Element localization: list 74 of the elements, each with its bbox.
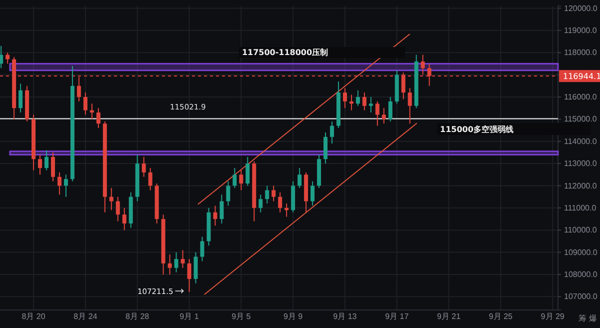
ref-line-label: 116944.1 — [563, 72, 600, 82]
candlestick — [83, 92, 88, 116]
candlestick — [180, 250, 185, 268]
candlestick — [272, 185, 276, 202]
candlestick — [109, 187, 114, 211]
candlestick — [18, 83, 23, 114]
candlestick — [213, 205, 218, 226]
candlestick — [50, 152, 55, 182]
candlestick — [142, 156, 146, 178]
candlestick — [64, 174, 68, 198]
x-tick-label: 9月 9 — [283, 312, 304, 321]
x-tick-label: 9月 21 — [436, 312, 462, 321]
candlestick — [278, 192, 282, 213]
x-tick-label: 9月 1 — [180, 312, 200, 321]
candlestick — [258, 194, 263, 213]
candlestick — [382, 108, 386, 124]
candlestick — [168, 254, 172, 275]
x-tick-label: 8月 24 — [74, 312, 98, 321]
candlestick — [298, 167, 302, 188]
candlestick — [116, 196, 120, 222]
annotation: 115000多空强弱线 — [440, 124, 514, 134]
y-tick-label: 112000.0 — [564, 181, 598, 190]
candlestick — [368, 96, 373, 114]
candlestick — [232, 167, 237, 188]
candlestick — [194, 252, 198, 284]
y-tick-label: 116000.0 — [564, 92, 598, 102]
y-tick-label: 109000.0 — [564, 248, 598, 257]
candlestick — [401, 72, 406, 100]
text: 筹 爆 — [578, 314, 597, 323]
label-box: 117500-118000压制 — [238, 47, 406, 58]
candlestick — [375, 100, 380, 126]
y-tick-label: 115000.0 — [564, 114, 598, 124]
y-tick-label: 107000.0 — [564, 292, 598, 302]
candlestick — [388, 96, 392, 122]
x-tick-label: 8月 28 — [126, 312, 150, 321]
x-tick-label: 9月 13 — [333, 312, 358, 321]
candlestick — [220, 194, 224, 224]
candlestick — [0, 45, 4, 69]
candlestick — [148, 167, 152, 191]
candlestick — [246, 156, 250, 186]
annotation: 117500-118000压制 — [242, 48, 328, 57]
candlestick — [226, 180, 230, 206]
candlestick — [200, 236, 204, 262]
x-tick-label: 9月 29 — [540, 312, 565, 321]
x-tick-label: 9月 25 — [488, 312, 514, 321]
candlestick — [96, 108, 100, 129]
candlestick — [310, 180, 315, 206]
candlestick — [356, 90, 360, 106]
candlestick — [38, 154, 42, 176]
candlestick — [239, 170, 244, 191]
x-tick-label: 8月 20 — [22, 312, 46, 321]
candlestick — [174, 252, 178, 273]
y-tick-label: 119000.0 — [564, 26, 598, 35]
y-tick-label: 111000.0 — [564, 203, 597, 212]
y-tick-label: 113000.0 — [564, 159, 598, 168]
candlestick — [265, 185, 270, 204]
y-tick-label: 120000.0 — [564, 4, 598, 13]
candlestick — [122, 207, 126, 231]
candlestick — [408, 88, 412, 124]
candlestick — [187, 258, 192, 292]
candlestick — [362, 92, 366, 111]
x-tick-label: 9月 17 — [385, 312, 410, 321]
y-tick-label: 118000.0 — [564, 48, 598, 58]
y-tick-label: 108000.0 — [564, 270, 598, 280]
label-box: 115000多空强弱线 — [437, 123, 590, 135]
candlestick — [342, 88, 347, 109]
y-tick-label: 110000.0 — [564, 226, 598, 235]
y-tick-label: 114000.0 — [564, 136, 598, 146]
candlestick — [57, 172, 62, 196]
candlestick — [6, 52, 10, 64]
candlestick — [324, 132, 328, 164]
x-tick-label: 9月 5 — [232, 312, 252, 321]
candlestick — [44, 150, 48, 171]
candlestick — [330, 120, 334, 144]
